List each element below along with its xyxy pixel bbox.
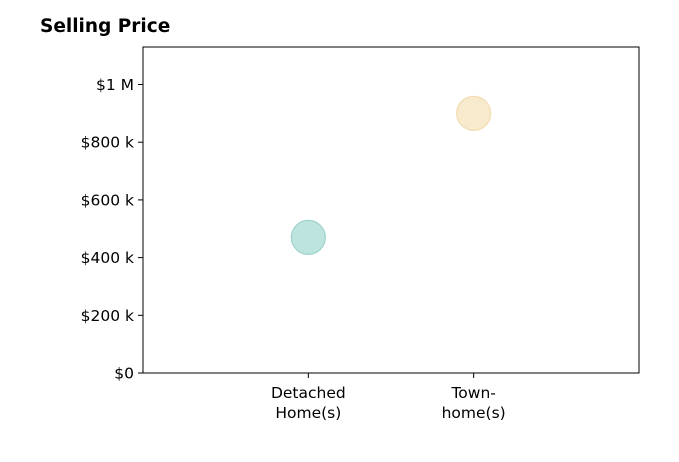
x-tick-label-line: Town- — [450, 384, 495, 402]
data-points — [290, 95, 492, 256]
x-tick-label-line: Home(s) — [275, 404, 341, 422]
chart-title: Selling Price — [40, 16, 171, 37]
y-tick-label: $1 M — [96, 76, 134, 94]
y-tick-label: $800 k — [81, 134, 134, 152]
x-tick-label-line: Detached — [271, 384, 346, 402]
plot-frame — [142, 46, 640, 374]
data-point — [290, 219, 326, 256]
y-tick-label: $200 k — [81, 307, 134, 325]
x-tick-label-line: home(s) — [442, 404, 506, 422]
x-axis: Detached Home(s) Town-home(s) — [271, 373, 506, 422]
x-tick-label: Detached Home(s) — [271, 384, 346, 422]
y-axis: $0 $200 k $400 k $600 k $800 k $1 M — [81, 76, 143, 383]
x-tick-label: Town-home(s) — [442, 384, 506, 422]
y-tick-label: $600 k — [81, 191, 134, 209]
y-tick-label: $400 k — [81, 249, 134, 267]
data-point — [456, 95, 492, 131]
y-tick-label: $0 — [114, 365, 134, 383]
